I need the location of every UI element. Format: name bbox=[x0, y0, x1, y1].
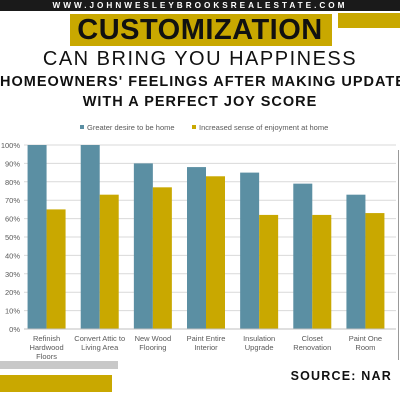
x-tick-label: New Wood bbox=[135, 334, 172, 343]
x-tick-label: Insulation bbox=[243, 334, 275, 343]
chart-svg: 0% 10% 20% 30% 40% 50% 60% 70% 80% 90% 100% Greater… bbox=[1, 123, 396, 361]
bar bbox=[259, 214, 279, 329]
decorative-gold-bar-bottom bbox=[0, 375, 112, 392]
y-tick-label: 30% bbox=[5, 270, 20, 279]
y-tick-label: 70% bbox=[5, 196, 20, 205]
legend-swatch bbox=[192, 125, 196, 129]
bar bbox=[152, 187, 172, 329]
bar bbox=[133, 163, 153, 329]
x-tick-label: Paint Entire bbox=[187, 334, 226, 343]
y-tick-label: 40% bbox=[5, 251, 20, 260]
y-tick-label: 20% bbox=[5, 288, 20, 297]
legend-label: Increased sense of enjoyment at home bbox=[199, 123, 328, 132]
y-tick-label: 80% bbox=[5, 178, 20, 187]
source-label: SOURCE: NAR bbox=[290, 369, 392, 383]
y-tick-label: 0% bbox=[9, 325, 20, 334]
subtitle-happiness: CAN BRING YOU HAPPINESS bbox=[42, 48, 358, 70]
page-title: CUSTOMIZATION bbox=[77, 14, 323, 46]
x-tick-label: Renovation bbox=[293, 343, 331, 352]
x-tick-label: Floors bbox=[36, 352, 57, 361]
bar bbox=[365, 213, 385, 329]
x-tick-label: Paint One bbox=[349, 334, 382, 343]
legend-label: Greater desire to be home bbox=[87, 123, 175, 132]
x-tick-label: Living Area bbox=[81, 343, 119, 352]
x-tick-label: Room bbox=[355, 343, 375, 352]
chart-right-border bbox=[398, 150, 399, 360]
bar-chart: 0% 10% 20% 30% 40% 50% 60% 70% 80% 90% 100% Greater… bbox=[0, 115, 400, 365]
x-tick-label: Flooring bbox=[139, 343, 166, 352]
y-tick-label: 100% bbox=[1, 141, 21, 150]
subtitle-homeowners: HOMEOWNERS' FEELINGS AFTER MAKING UPDATE… bbox=[0, 74, 400, 90]
bar bbox=[312, 214, 332, 329]
bar bbox=[346, 194, 366, 329]
bar bbox=[46, 209, 66, 329]
x-tick-label: Hardwood bbox=[29, 343, 63, 352]
x-tick-label: Convert Attic to bbox=[74, 334, 125, 343]
y-tick-label: 50% bbox=[5, 233, 20, 242]
x-tick-label: Closet bbox=[302, 334, 324, 343]
legend-swatch bbox=[80, 125, 84, 129]
x-tick-label: Interior bbox=[194, 343, 218, 352]
y-tick-label: 10% bbox=[5, 307, 20, 316]
website-banner: WWW.JOHNWESLEYBROOKSREALESTATE.COM bbox=[0, 0, 400, 11]
bar bbox=[240, 172, 260, 329]
subtitle-joy-score: WITH A PERFECT JOY SCORE bbox=[82, 94, 318, 110]
x-tick-label: Refinish bbox=[33, 334, 60, 343]
bar bbox=[27, 145, 47, 329]
decorative-gray-bar-bottom bbox=[0, 361, 118, 369]
bar bbox=[99, 194, 119, 329]
title-highlight bbox=[70, 14, 332, 46]
y-tick-label: 90% bbox=[5, 159, 20, 168]
bar bbox=[293, 183, 313, 329]
x-tick-label: Upgrade bbox=[245, 343, 274, 352]
bar bbox=[206, 176, 225, 329]
decorative-gold-bar-top bbox=[338, 13, 400, 28]
bar bbox=[80, 145, 100, 329]
bar bbox=[187, 167, 206, 329]
y-tick-label: 60% bbox=[5, 215, 20, 224]
